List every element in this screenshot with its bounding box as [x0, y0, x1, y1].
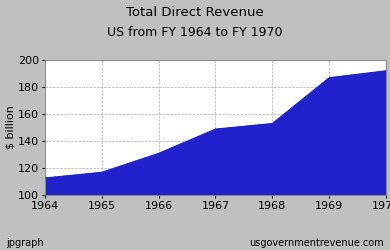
Text: jpgraph: jpgraph [6, 238, 43, 248]
Text: Total Direct Revenue: Total Direct Revenue [126, 6, 264, 19]
Text: usgovernmentrevenue.com: usgovernmentrevenue.com [250, 238, 384, 248]
Y-axis label: $ billion: $ billion [5, 106, 15, 150]
Text: US from FY 1964 to FY 1970: US from FY 1964 to FY 1970 [107, 26, 283, 39]
